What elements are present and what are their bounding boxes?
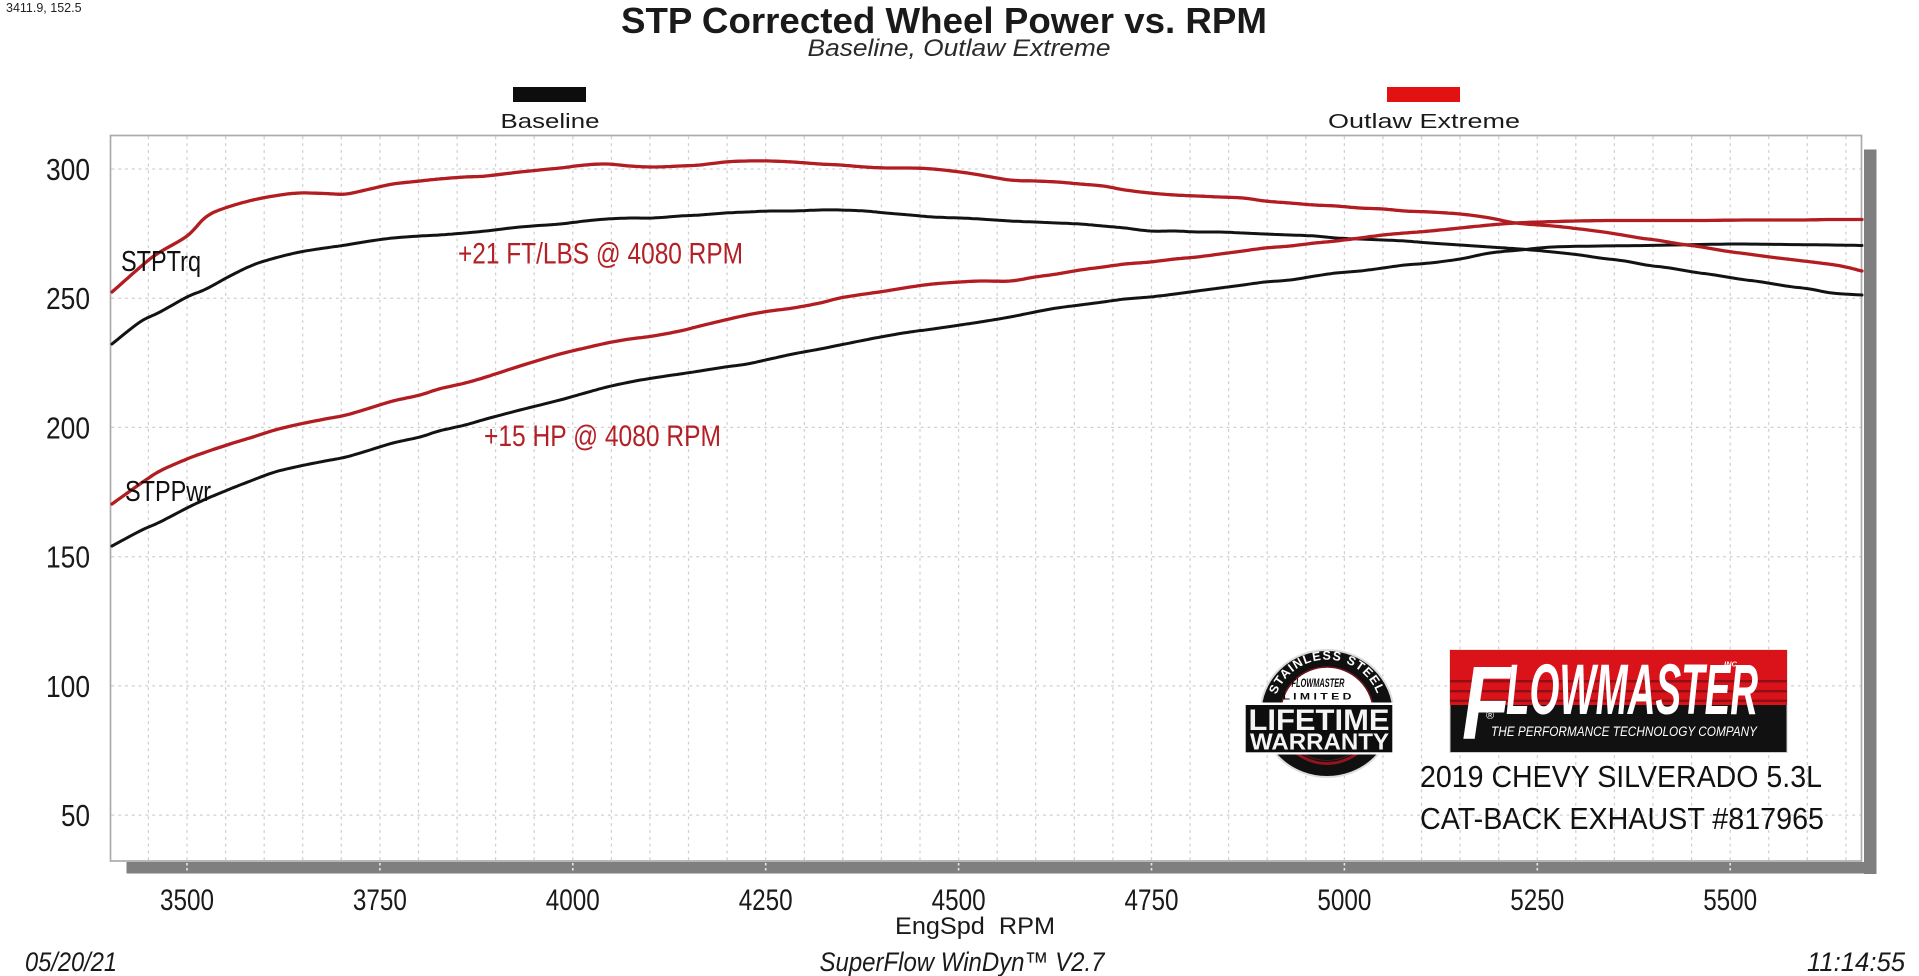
svg-text:4500: 4500 (932, 884, 986, 917)
svg-text:5500: 5500 (1703, 884, 1757, 917)
svg-text:5250: 5250 (1510, 884, 1564, 917)
svg-text:5000: 5000 (1317, 884, 1371, 917)
svg-text:200: 200 (46, 410, 90, 445)
svg-text:Baseline, Outlaw Extreme: Baseline, Outlaw Extreme (808, 35, 1111, 62)
svg-text:250: 250 (46, 281, 90, 316)
svg-text:150: 150 (46, 540, 90, 575)
svg-text:+21 FT/LBS @ 4080 RPM: +21 FT/LBS @ 4080 RPM (458, 238, 743, 271)
svg-text:L I M I T E D: L I M I T E D (1283, 692, 1353, 702)
svg-text:4000: 4000 (546, 884, 600, 917)
svg-text:LOWMASTER: LOWMASTER (1506, 651, 1758, 730)
svg-text:STP Corrected Wheel Power vs.: STP Corrected Wheel Power vs. RPM (621, 0, 1267, 41)
svg-text:STPTrq: STPTrq (121, 246, 201, 278)
svg-text:05/20/21: 05/20/21 (25, 947, 117, 976)
svg-text:SuperFlow WinDyn™ V2.7: SuperFlow WinDyn™ V2.7 (820, 947, 1106, 976)
svg-text:FLOWMASTER: FLOWMASTER (1292, 678, 1345, 690)
svg-text:Baseline: Baseline (501, 110, 600, 133)
svg-text:F: F (1462, 646, 1512, 762)
svg-text:3750: 3750 (353, 884, 407, 917)
svg-text:+15 HP @ 4080 RPM: +15 HP @ 4080 RPM (484, 420, 721, 453)
svg-text:THE PERFORMANCE TECHNOLOGY COM: THE PERFORMANCE TECHNOLOGY COMPANY (1491, 724, 1758, 739)
svg-text:3411.9, 152.5: 3411.9, 152.5 (6, 1, 82, 15)
svg-text:®: ® (1486, 710, 1494, 722)
svg-text:EngSpd RPM: EngSpd RPM (895, 913, 1055, 940)
svg-text:4750: 4750 (1125, 884, 1179, 917)
svg-text:50: 50 (61, 798, 90, 833)
svg-text:4250: 4250 (739, 884, 793, 917)
svg-text:LIFETIME: LIFETIME (1249, 704, 1390, 737)
svg-text:100: 100 (46, 669, 90, 704)
svg-text:INC.: INC. (1724, 660, 1739, 669)
svg-text:11:14:55: 11:14:55 (1807, 947, 1906, 976)
svg-text:CAT-BACK EXHAUST #817965: CAT-BACK EXHAUST #817965 (1420, 802, 1824, 836)
svg-text:STPPwr: STPPwr (125, 476, 211, 508)
svg-text:300: 300 (46, 152, 90, 187)
svg-text:3500: 3500 (160, 884, 214, 917)
svg-text:2019 CHEVY SILVERADO 5.3L: 2019 CHEVY SILVERADO 5.3L (1420, 760, 1822, 794)
svg-text:Outlaw Extreme: Outlaw Extreme (1328, 110, 1520, 133)
svg-text:WARRANTY: WARRANTY (1250, 729, 1389, 755)
